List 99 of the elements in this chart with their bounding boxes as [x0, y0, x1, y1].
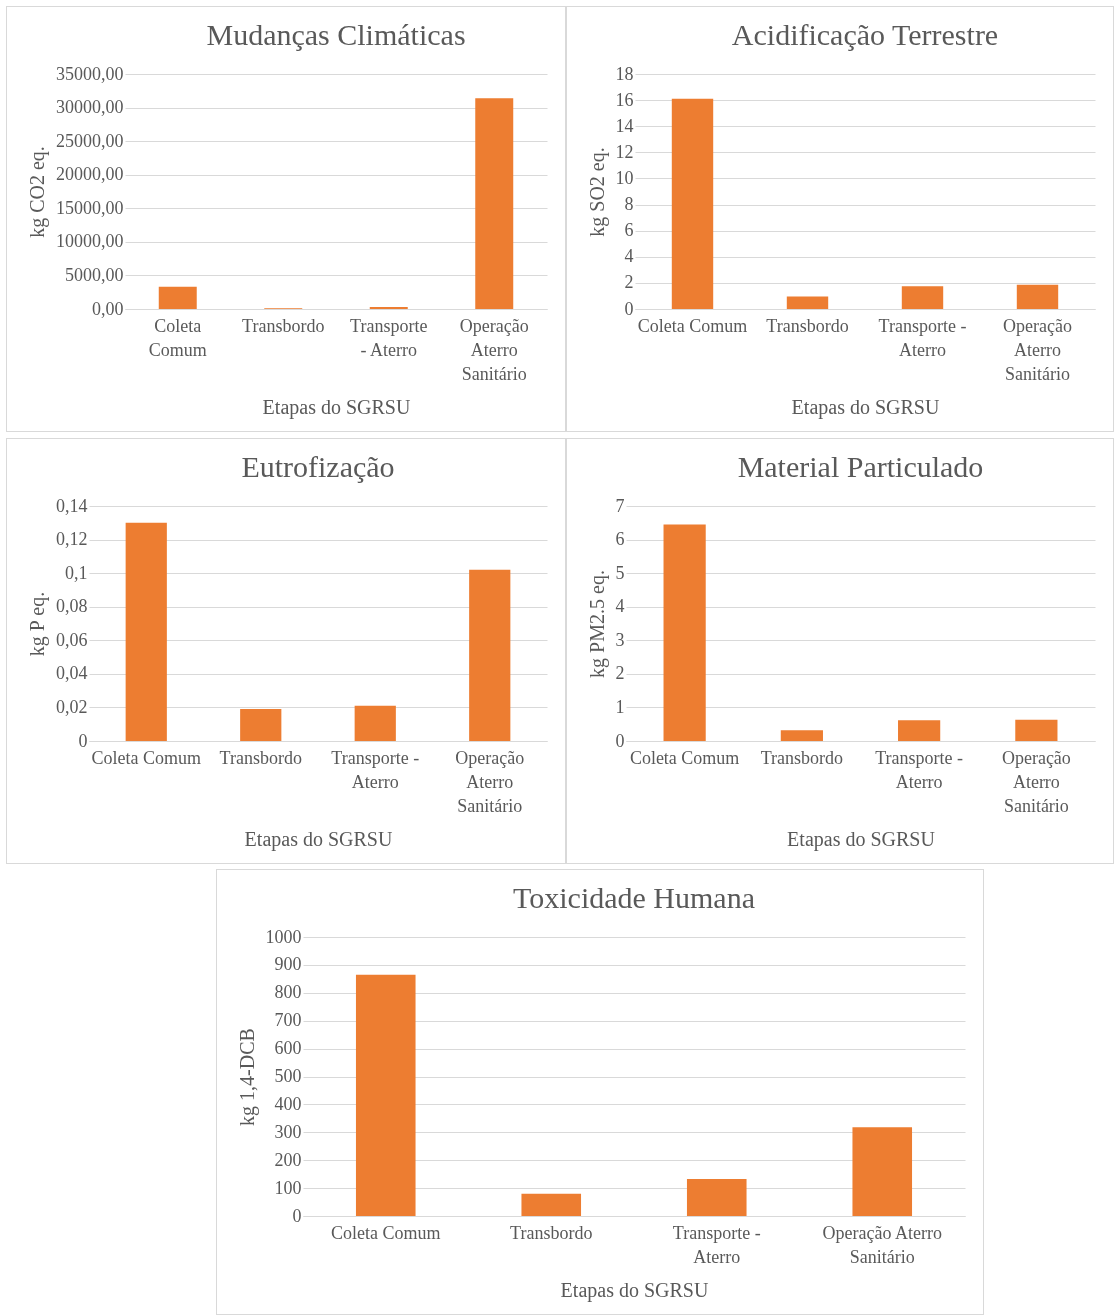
y-tick-label: 16	[615, 89, 634, 110]
x-axis-title: Etapas do SGRSU	[791, 395, 940, 419]
y-tick-label: 0,02	[56, 696, 88, 717]
bar	[1015, 719, 1058, 741]
x-tick-label: Transporte - Aterro	[672, 1222, 761, 1267]
y-axis-title: kg PM2.5 eq.	[585, 570, 609, 678]
y-axis-title: kg 1,4-DCB	[235, 1028, 259, 1126]
y-tick-label: 0	[292, 1205, 302, 1226]
y-tick-label: 10	[615, 167, 634, 188]
y-tick-label: 0	[615, 730, 625, 751]
bar	[158, 286, 197, 309]
bar	[1016, 284, 1059, 309]
y-tick-label: 0	[78, 730, 88, 751]
x-tick-label: Coleta Comum	[637, 315, 748, 336]
y-tick-label: 12	[615, 141, 634, 162]
y-tick-label: 0,00	[92, 298, 124, 319]
y-tick-label: 800	[274, 982, 302, 1003]
y-tick-label: 10000,00	[56, 231, 124, 252]
y-axis-title: kg P eq.	[26, 591, 49, 657]
bar	[786, 296, 829, 309]
y-axis-title: kg SO2 eq.	[585, 147, 609, 237]
x-axis-title: Etapas do SGRSU	[262, 395, 411, 419]
y-tick-label: 7	[615, 495, 625, 516]
x-tick-label: Coleta Comum	[331, 1222, 441, 1243]
y-tick-label: 3	[615, 629, 625, 650]
y-tick-label: 25000,00	[56, 130, 124, 151]
chart-title: Mudanças Climáticas	[206, 18, 466, 51]
y-axis-title: kg CO2 eq.	[26, 146, 49, 238]
y-tick-label: 2	[615, 663, 625, 684]
chart-title: Acidificação Terrestre	[731, 18, 999, 51]
bar	[355, 974, 416, 1216]
y-tick-label: 20000,00	[56, 164, 124, 185]
x-tick-label: Operação Aterro Sanitário	[1001, 747, 1071, 816]
chart-title: Toxicidade Humana	[513, 881, 755, 914]
y-tick-label: 1000	[265, 926, 302, 947]
y-tick-label: 100	[274, 1177, 302, 1198]
y-tick-label: 900	[274, 954, 302, 975]
bar	[686, 1178, 747, 1216]
y-tick-label: 400	[274, 1093, 302, 1114]
x-tick-label: Transporte - Aterro	[350, 315, 428, 360]
y-tick-label: 700	[274, 1010, 302, 1031]
y-tick-label: 500	[274, 1066, 302, 1086]
bar	[901, 286, 944, 309]
x-tick-label: Operação Aterro Sanitário	[1003, 315, 1072, 384]
x-axis-title: Etapas do SGRSU	[560, 1278, 709, 1302]
x-tick-label: Transbordo	[219, 747, 302, 768]
x-tick-label: Transbordo	[242, 315, 325, 336]
bar	[369, 306, 408, 309]
y-tick-label: 300	[274, 1121, 302, 1142]
y-tick-label: 35000,00	[56, 63, 124, 84]
y-tick-label: 14	[615, 115, 634, 136]
y-tick-label: 0,06	[56, 629, 88, 650]
y-tick-label: 0,08	[56, 596, 88, 617]
bar	[780, 730, 823, 741]
y-tick-label: 200	[274, 1149, 302, 1170]
y-tick-label: 5	[615, 562, 625, 583]
y-tick-label: 0,14	[56, 495, 88, 516]
y-tick-label: 18	[615, 63, 634, 84]
x-tick-label: Transbordo	[760, 747, 844, 768]
y-tick-label: 1	[615, 696, 625, 717]
y-tick-label: 0,12	[56, 529, 88, 550]
bar	[898, 720, 941, 741]
y-tick-label: 30000,00	[56, 97, 124, 118]
y-tick-label: 2	[624, 272, 634, 293]
y-tick-label: 6	[615, 529, 625, 550]
y-tick-label: 4	[624, 246, 634, 267]
x-tick-label: Transbordo	[766, 315, 849, 336]
x-tick-label: Coleta Comum	[629, 747, 740, 768]
x-tick-label: Coleta Comum	[148, 315, 207, 360]
x-axis-title: Etapas do SGRSU	[787, 827, 936, 851]
bar	[354, 705, 396, 741]
x-tick-label: Transporte - Aterro	[331, 747, 420, 792]
y-tick-label: 5000,00	[65, 264, 124, 285]
y-tick-label: 600	[274, 1038, 302, 1059]
x-tick-label: Transporte - Aterro	[878, 315, 967, 360]
y-tick-label: 4	[615, 596, 625, 617]
bar	[521, 1193, 582, 1216]
y-tick-label: 0	[624, 298, 634, 319]
chart-title: Eutrofização	[241, 450, 395, 483]
bar	[663, 524, 706, 741]
chart-title: Material Particulado	[737, 450, 984, 483]
x-tick-label: Transporte - Aterro	[875, 747, 964, 792]
bar	[469, 569, 511, 741]
bar	[125, 522, 167, 741]
bar	[240, 709, 282, 741]
x-tick-label: Operação Aterro Sanitário	[822, 1222, 942, 1267]
y-tick-label: 0,04	[56, 663, 88, 684]
y-tick-label: 0,1	[65, 562, 88, 583]
y-tick-label: 15000,00	[56, 197, 124, 218]
y-tick-label: 6	[624, 220, 634, 241]
x-tick-label: Coleta Comum	[91, 747, 201, 768]
x-tick-label: Operação Aterro Sanitário	[459, 315, 529, 384]
x-axis-title: Etapas do SGRSU	[244, 827, 393, 851]
x-tick-label: Operação Aterro Sanitário	[455, 747, 525, 816]
bar	[671, 98, 714, 309]
x-tick-label: Transbordo	[510, 1222, 593, 1243]
y-tick-label: 8	[624, 194, 634, 215]
bar	[852, 1127, 913, 1216]
bar	[475, 98, 514, 309]
